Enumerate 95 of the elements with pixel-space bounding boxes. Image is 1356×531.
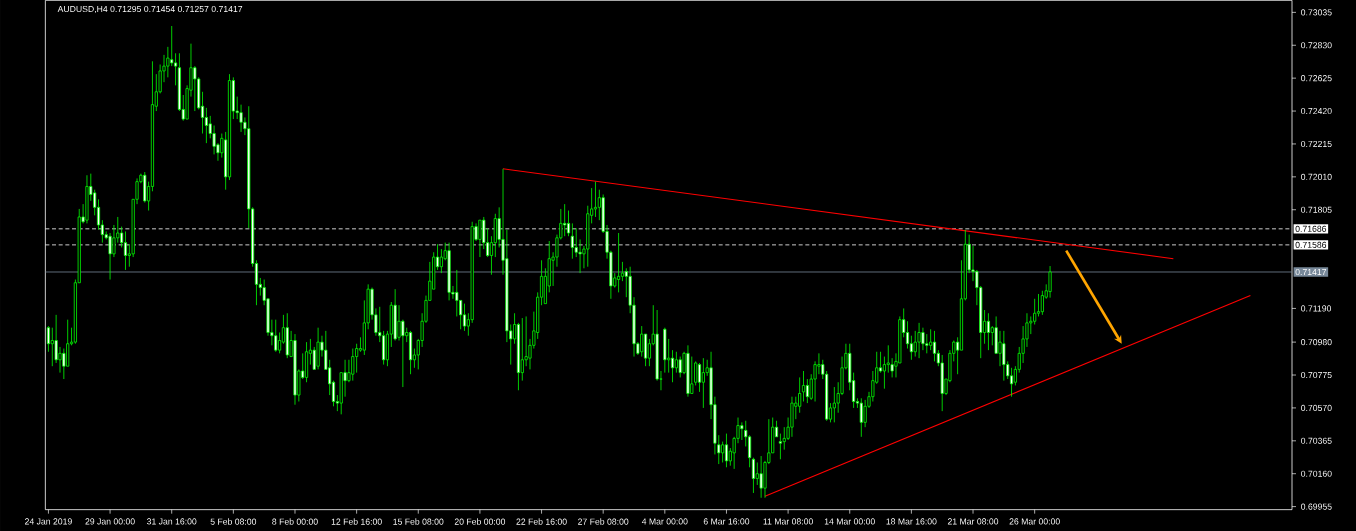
candlestick [909, 335, 913, 361]
candlestick [663, 327, 667, 374]
y-tick-label: 0.70775 [1301, 371, 1332, 379]
y-tick-label: 0.72010 [1301, 173, 1332, 180]
candlestick [593, 181, 598, 218]
ref-line-label: 0.71586 [1295, 241, 1327, 248]
candlestick [516, 322, 520, 391]
candlestick [586, 205, 590, 268]
candlestick [304, 341, 309, 383]
candlestick [355, 343, 359, 374]
candlestick [1002, 330, 1006, 382]
candlestick [905, 320, 910, 349]
candlestick [462, 303, 467, 332]
y-tick-label: 0.69955 [1301, 503, 1332, 510]
candlestick [940, 354, 944, 412]
y-tick-label: 0.70980 [1301, 339, 1332, 346]
candlestick [863, 399, 867, 428]
candlestick [85, 174, 89, 224]
y-tick-label: 0.72215 [1301, 140, 1332, 148]
x-tick-label: 6 Mar 16:00 [703, 518, 750, 525]
x-tick-label: 31 Jan 16:00 [146, 518, 197, 525]
candlestick [859, 397, 863, 438]
y-tick-label: 0.71190 [1301, 305, 1332, 312]
candlestick [655, 309, 659, 382]
candlestick [112, 224, 116, 258]
candlestick [790, 396, 794, 438]
candlestick [929, 328, 933, 351]
candlestick [1048, 265, 1052, 299]
candlestick [239, 104, 243, 133]
candlestick [520, 317, 524, 382]
x-tick-label: 8 Feb 00:00 [272, 518, 318, 525]
text: AUDUSD,H4 0.71295 0.71454 0.71257 0.71417 [57, 5, 243, 14]
candlestick [782, 426, 786, 451]
candlestick [617, 232, 621, 293]
candlestick [54, 314, 58, 364]
candlestick [455, 269, 459, 317]
candlestick [721, 441, 725, 463]
candlestick [439, 248, 443, 274]
candlestick [882, 356, 886, 390]
candlestick [670, 349, 675, 383]
ref-line-label: 0.71417 [1295, 268, 1327, 276]
candlestick [620, 261, 624, 282]
y-tick-label: 0.70570 [1301, 404, 1332, 411]
y-tick-label: 0.71805 [1301, 206, 1332, 213]
candlestick [674, 351, 678, 374]
x-tick-label: 12 Feb 16:00 [331, 518, 382, 525]
candlestick [913, 330, 917, 357]
candlestick [998, 330, 1002, 367]
candlestick [351, 348, 355, 382]
candlestick [917, 322, 921, 359]
candlestick [701, 357, 705, 409]
candlestick [798, 377, 802, 414]
y-tick-label: 0.70160 [1301, 470, 1332, 477]
x-tick-label: 20 Feb 00:00 [454, 518, 506, 525]
candlestick [986, 312, 990, 351]
candlestick [382, 330, 386, 365]
candlestick [932, 330, 937, 362]
x-tick-label: 5 Feb 08:00 [210, 518, 257, 525]
x-tick-label: 27 Feb 08:00 [578, 518, 629, 525]
candlestick [890, 357, 894, 378]
x-tick-label: 15 Feb 08:00 [393, 518, 444, 525]
x-tick-label: 4 Mar 00:00 [641, 518, 688, 525]
x-tick-label: 29 Jan 00:00 [85, 518, 135, 525]
candlestick [316, 327, 320, 370]
candlestick [686, 344, 690, 398]
x-tick-label: 24 Jan 2019 [25, 518, 72, 525]
ref-line-label: 0.71686 [1295, 225, 1327, 232]
candlestick [143, 171, 147, 203]
x-tick-label: 14 Mar 00:00 [824, 518, 875, 525]
y-tick-label: 0.73035 [1301, 9, 1332, 16]
x-tick-label: 21 Mar 08:00 [947, 518, 999, 525]
candlestick [347, 359, 351, 383]
candlestick [740, 421, 744, 441]
y-tick-label: 0.72420 [1301, 107, 1332, 115]
x-tick-label: 26 Mar 00:00 [1009, 518, 1060, 525]
candlestick [925, 333, 929, 354]
candlestick [204, 107, 208, 144]
candlestick [759, 455, 763, 499]
candlestick [409, 330, 413, 375]
x-tick-label: 22 Feb 16:00 [516, 518, 567, 525]
x-tick-label: 18 Mar 16:00 [886, 518, 937, 525]
candlestick [227, 73, 232, 181]
candlestick [724, 433, 729, 468]
candlestick [470, 221, 474, 324]
candlestick [678, 356, 682, 378]
candlestick [805, 378, 809, 404]
candlestick [886, 344, 890, 374]
candlestick [212, 125, 216, 155]
y-tick-label: 0.70365 [1301, 437, 1332, 444]
y-tick-label: 0.72625 [1301, 75, 1332, 82]
x-tick-label: 11 Mar 08:00 [763, 518, 813, 525]
candlestick [401, 319, 405, 388]
y-tick-label: 0.72830 [1301, 42, 1332, 49]
candlestick [293, 333, 297, 406]
candlestick [493, 213, 497, 258]
